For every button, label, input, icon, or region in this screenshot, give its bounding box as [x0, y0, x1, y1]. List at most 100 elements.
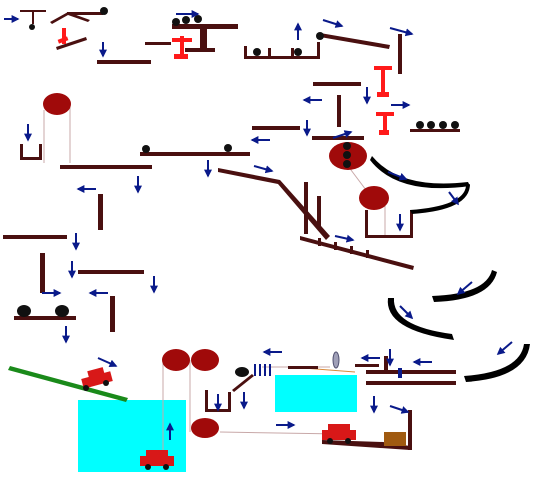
- ball-icon: [316, 32, 324, 40]
- beam: [32, 10, 34, 24]
- arrow-icon: [387, 171, 408, 181]
- beam: [398, 34, 402, 74]
- beam: [244, 56, 320, 59]
- ball-icon: [451, 121, 459, 129]
- spring-icon: [254, 364, 271, 376]
- pulley-icon: [191, 349, 219, 371]
- ball-icon: [343, 142, 351, 150]
- beam: [300, 236, 414, 270]
- beam: [39, 144, 42, 160]
- beam: [185, 48, 215, 52]
- ball-icon: [194, 15, 202, 23]
- beam: [313, 82, 361, 86]
- beam: [140, 152, 250, 156]
- ball-icon: [343, 151, 351, 159]
- beam: [366, 370, 456, 374]
- ball-icon: [427, 121, 435, 129]
- pulley-icon: [359, 186, 389, 210]
- car-icon: [140, 450, 174, 470]
- beam: [410, 129, 460, 132]
- beam: [317, 196, 321, 226]
- arrow-icon: [389, 405, 410, 414]
- arrow-icon: [322, 19, 344, 28]
- beam: [252, 126, 300, 130]
- beam: [408, 410, 412, 450]
- beam: [50, 12, 90, 24]
- beam: [3, 235, 67, 239]
- balls: [17, 7, 459, 377]
- green-ramp: [8, 366, 128, 402]
- beam: [97, 60, 151, 64]
- arrows: [4, 10, 513, 440]
- ball-icon: [172, 18, 180, 26]
- ball-icon: [224, 144, 232, 152]
- ball-icon: [29, 24, 35, 30]
- chute-icon: [464, 344, 530, 382]
- beam: [366, 381, 456, 385]
- arrow-icon: [332, 130, 353, 139]
- beam: [317, 42, 320, 58]
- hammers: [57, 28, 394, 135]
- beam: [205, 390, 208, 412]
- beam: [320, 33, 390, 49]
- beam: [312, 136, 364, 140]
- beam: [288, 366, 318, 369]
- beam: [56, 37, 87, 50]
- beam: [318, 238, 321, 246]
- beams: [3, 10, 460, 450]
- beam: [337, 95, 341, 127]
- ball-icon: [416, 121, 424, 129]
- beam: [145, 42, 171, 45]
- beam: [110, 296, 115, 332]
- hammer-icon: [57, 28, 69, 44]
- chute-icon: [387, 298, 454, 340]
- water-pool-right: [275, 375, 357, 412]
- car-icon: [322, 424, 356, 444]
- arrow-icon: [389, 27, 414, 37]
- beam: [355, 364, 379, 367]
- beam: [410, 210, 413, 238]
- beam: [20, 144, 23, 160]
- ball-icon: [100, 7, 108, 15]
- chute-icon: [370, 156, 470, 189]
- arrow-icon: [399, 305, 414, 320]
- arrow-icon: [334, 234, 355, 243]
- beam: [98, 194, 103, 230]
- arrow-icon: [448, 191, 459, 206]
- beam: [291, 48, 294, 58]
- ball-icon: [253, 48, 261, 56]
- beam: [384, 356, 388, 370]
- beam: [365, 235, 413, 238]
- ball-icon: [142, 145, 150, 153]
- beam: [60, 165, 152, 169]
- beam: [67, 12, 103, 15]
- beam: [14, 316, 76, 320]
- rope: [219, 431, 341, 435]
- arrow-icon: [456, 281, 473, 296]
- pulley-icon: [43, 93, 71, 115]
- ball-icon: [235, 367, 249, 377]
- beam: [366, 250, 369, 258]
- beam: [350, 246, 353, 254]
- pulley-icon: [191, 418, 219, 438]
- ball-icon: [17, 305, 31, 317]
- arrow-icon: [496, 341, 513, 356]
- hammer-icon: [172, 36, 192, 59]
- beam: [322, 440, 410, 450]
- beam: [244, 46, 247, 58]
- beam: [40, 253, 45, 293]
- beam: [218, 168, 330, 240]
- arrow-icon: [253, 165, 274, 174]
- ball-icon: [55, 305, 69, 317]
- hammer-icon: [374, 66, 392, 97]
- beam: [268, 48, 271, 58]
- beam: [365, 210, 368, 238]
- beam: [334, 242, 337, 250]
- beam: [228, 392, 231, 412]
- ball-icon: [182, 16, 190, 24]
- crate: [384, 432, 406, 446]
- beam: [304, 182, 308, 234]
- beam: [78, 270, 144, 274]
- chute-icon: [410, 184, 470, 214]
